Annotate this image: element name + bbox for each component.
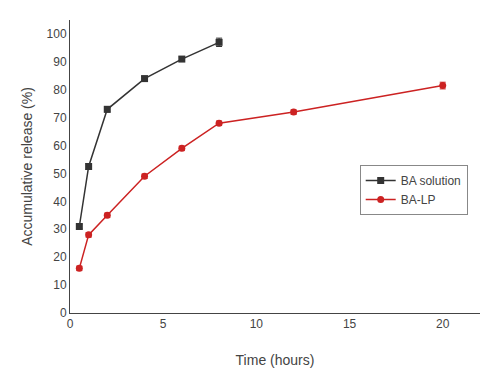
svg-text:20: 20 [436, 317, 450, 331]
svg-text:50: 50 [53, 167, 67, 181]
svg-text:15: 15 [343, 317, 357, 331]
svg-text:0: 0 [67, 317, 74, 331]
svg-text:Accumulative release (%): Accumulative release (%) [19, 87, 35, 246]
svg-text:0: 0 [60, 306, 67, 320]
svg-text:5: 5 [160, 317, 167, 331]
svg-text:70: 70 [53, 111, 67, 125]
svg-text:BA-LP: BA-LP [401, 193, 436, 207]
svg-text:10: 10 [250, 317, 264, 331]
svg-text:40: 40 [53, 195, 67, 209]
svg-text:90: 90 [53, 55, 67, 69]
svg-text:100: 100 [47, 27, 67, 41]
svg-text:20: 20 [53, 250, 67, 264]
svg-text:10: 10 [53, 278, 67, 292]
svg-text:BA solution: BA solution [401, 174, 461, 188]
svg-text:Time (hours): Time (hours) [236, 352, 315, 368]
svg-text:60: 60 [53, 139, 67, 153]
svg-text:30: 30 [53, 222, 67, 236]
svg-text:80: 80 [53, 83, 67, 97]
